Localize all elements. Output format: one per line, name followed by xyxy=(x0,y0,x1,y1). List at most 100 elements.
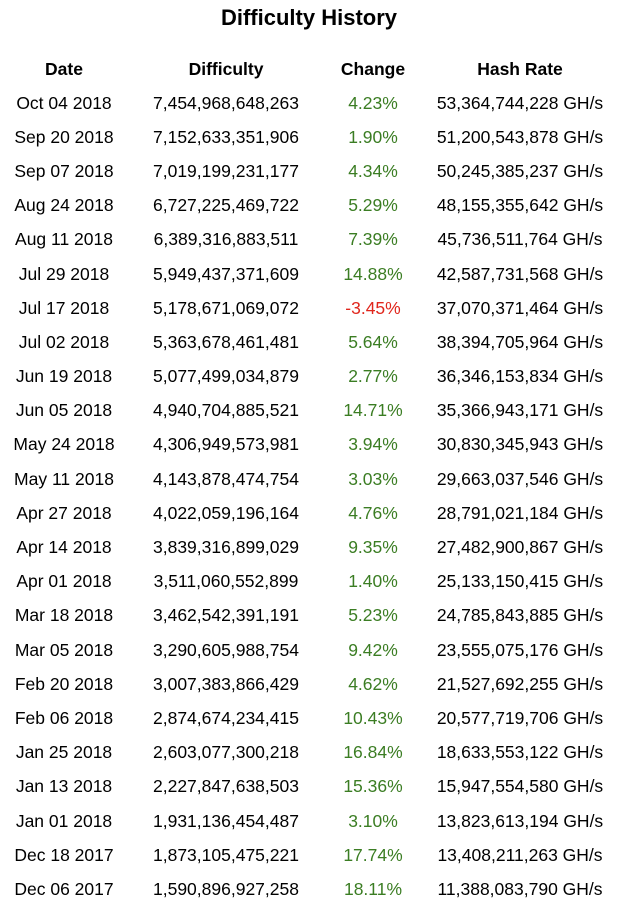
table-row: May 11 2018 4,143,878,474,754 3.03% 29,663,… xyxy=(0,462,618,496)
date-cell: May 11 2018 xyxy=(14,468,114,489)
table-row: Jan 13 2018 2,227,847,638,503 15.36% 15,947… xyxy=(0,770,618,804)
column-header-change: Change xyxy=(340,58,406,79)
difficulty-cell: 1,931,136,454,487 xyxy=(153,810,299,831)
table-row: Oct 04 2018 7,454,968,648,263 4.23% 53,364,… xyxy=(0,86,618,120)
date-cell: Jan 13 2018 xyxy=(15,776,113,797)
change-cell: 18.11% xyxy=(343,878,403,899)
change-cell: 16.84% xyxy=(343,742,403,763)
table-row: Aug 24 2018 6,727,225,469,722 5.29% 48,155,… xyxy=(0,189,618,223)
difficulty-cell: 4,940,704,885,521 xyxy=(153,400,299,421)
table-row: Dec 18 2017 1,873,105,475,221 17.74% 13,408… xyxy=(0,838,618,872)
change-cell: 9.42% xyxy=(348,639,398,660)
hash-rate-cell: 24,785,843,885 GH/s xyxy=(436,605,604,626)
difficulty-cell: 7,019,199,231,177 xyxy=(153,160,299,181)
date-cell: Aug 24 2018 xyxy=(14,195,114,216)
date-cell: Jul 29 2018 xyxy=(18,263,110,284)
hash-rate-cell: 42,587,731,568 GH/s xyxy=(436,263,604,284)
table-row: Jul 17 2018 5,178,671,069,072 -3.45% 37,070… xyxy=(0,291,618,325)
date-cell: Jun 05 2018 xyxy=(15,400,113,421)
column-header-hash-rate: Hash Rate xyxy=(477,58,563,79)
change-cell: 4.76% xyxy=(348,502,398,523)
change-cell: 5.23% xyxy=(348,605,398,626)
table-row: Feb 06 2018 2,874,674,234,415 10.43% 20,577… xyxy=(0,701,618,735)
table-row: Jul 29 2018 5,949,437,371,609 14.88% 42,587… xyxy=(0,257,618,291)
difficulty-cell: 2,603,077,300,218 xyxy=(153,742,299,763)
change-cell: 3.94% xyxy=(348,434,398,455)
table-row: Aug 11 2018 6,389,316,883,511 7.39% 45,736,… xyxy=(0,223,618,257)
change-cell: 4.34% xyxy=(348,160,398,181)
table-row: Jul 02 2018 5,363,678,461,481 5.64% 38,394,… xyxy=(0,325,618,359)
date-cell: Apr 01 2018 xyxy=(16,571,112,592)
date-cell: Dec 18 2017 xyxy=(14,844,114,865)
difficulty-cell: 3,462,542,391,191 xyxy=(153,605,299,626)
change-cell: -3.45% xyxy=(345,297,401,318)
hash-rate-cell: 30,830,345,943 GH/s xyxy=(436,434,604,455)
difficulty-cell: 3,511,060,552,899 xyxy=(153,571,299,592)
hash-rate-cell: 35,366,943,171 GH/s xyxy=(436,400,604,421)
table-row: Sep 07 2018 7,019,199,231,177 4.34% 50,245,… xyxy=(0,154,618,188)
hash-rate-cell: 11,388,083,790 GH/s xyxy=(437,878,603,899)
hash-rate-cell: 50,245,385,237 GH/s xyxy=(436,160,604,181)
change-cell: 5.64% xyxy=(348,331,398,352)
change-cell: 14.71% xyxy=(343,400,403,421)
difficulty-cell: 4,022,059,196,164 xyxy=(153,502,299,523)
date-cell: Jul 17 2018 xyxy=(18,297,110,318)
date-cell: Feb 20 2018 xyxy=(14,673,114,694)
hash-rate-cell: 45,736,511,764 GH/s xyxy=(437,229,603,250)
date-cell: May 24 2018 xyxy=(13,434,115,455)
change-cell: 3.10% xyxy=(348,810,398,831)
change-cell: 1.40% xyxy=(348,571,398,592)
table-row: Sep 20 2018 7,152,633,351,906 1.90% 51,200,… xyxy=(0,120,618,154)
difficulty-cell: 6,727,225,469,722 xyxy=(153,195,299,216)
hash-rate-cell: 27,482,900,867 GH/s xyxy=(436,537,604,558)
date-cell: Feb 06 2018 xyxy=(14,707,114,728)
date-cell: Sep 20 2018 xyxy=(14,126,114,147)
hash-rate-cell: 53,364,744,228 GH/s xyxy=(436,92,604,113)
hash-rate-cell: 37,070,371,464 GH/s xyxy=(436,297,604,318)
change-cell: 9.35% xyxy=(348,537,398,558)
table-row: Jan 25 2018 2,603,077,300,218 16.84% 18,633… xyxy=(0,736,618,770)
change-cell: 7.39% xyxy=(348,229,398,250)
difficulty-cell: 2,227,847,638,503 xyxy=(153,776,299,797)
change-cell: 14.88% xyxy=(343,263,403,284)
change-cell: 10.43% xyxy=(343,707,403,728)
hash-rate-cell: 21,527,692,255 GH/s xyxy=(436,673,604,694)
difficulty-cell: 1,590,896,927,258 xyxy=(153,878,299,899)
table-row: May 24 2018 4,306,949,573,981 3.94% 30,830,… xyxy=(0,428,618,462)
difficulty-cell: 5,363,678,461,481 xyxy=(153,331,299,352)
hash-rate-cell: 36,346,153,834 GH/s xyxy=(436,366,604,387)
table-row: Apr 27 2018 4,022,059,196,164 4.76% 28,791,… xyxy=(0,496,618,530)
difficulty-cell: 4,306,949,573,981 xyxy=(153,434,299,455)
date-cell: Sep 07 2018 xyxy=(14,160,114,181)
hash-rate-cell: 48,155,355,642 GH/s xyxy=(436,195,604,216)
date-cell: Aug 11 2018 xyxy=(15,229,113,250)
difficulty-cell: 6,389,316,883,511 xyxy=(153,229,299,250)
hash-rate-cell: 23,555,075,176 GH/s xyxy=(436,639,604,660)
difficulty-cell: 3,290,605,988,754 xyxy=(153,639,299,660)
table-row: Apr 14 2018 3,839,316,899,029 9.35% 27,482,… xyxy=(0,530,618,564)
difficulty-cell: 3,839,316,899,029 xyxy=(153,537,299,558)
table-body: Oct 04 2018 7,454,968,648,263 4.23% 53,364,… xyxy=(0,86,618,907)
hash-rate-cell: 29,663,037,546 GH/s xyxy=(436,468,604,489)
hash-rate-cell: 13,408,211,263 GH/s xyxy=(437,844,603,865)
date-cell: Jan 25 2018 xyxy=(15,742,113,763)
hash-rate-cell: 13,823,613,194 GH/s xyxy=(436,810,604,831)
change-cell: 15.36% xyxy=(343,776,403,797)
difficulty-cell: 5,178,671,069,072 xyxy=(153,297,299,318)
difficulty-cell: 3,007,383,866,429 xyxy=(153,673,299,694)
change-cell: 5.29% xyxy=(348,195,398,216)
change-cell: 17.74% xyxy=(343,844,403,865)
hash-rate-cell: 20,577,719,706 GH/s xyxy=(436,707,604,728)
date-cell: Apr 14 2018 xyxy=(16,537,112,558)
hash-rate-cell: 51,200,543,878 GH/s xyxy=(436,126,604,147)
table-row: Jun 19 2018 5,077,499,034,879 2.77% 36,346,… xyxy=(0,360,618,394)
date-cell: Jan 01 2018 xyxy=(15,810,113,831)
table-row: Jan 01 2018 1,931,136,454,487 3.10% 13,823,… xyxy=(0,804,618,838)
column-header-date: Date xyxy=(45,58,83,79)
difficulty-cell: 7,454,968,648,263 xyxy=(153,92,299,113)
date-cell: Apr 27 2018 xyxy=(16,502,112,523)
table-row: Apr 01 2018 3,511,060,552,899 1.40% 25,133,… xyxy=(0,565,618,599)
hash-rate-cell: 28,791,021,184 GH/s xyxy=(436,502,604,523)
change-cell: 2.77% xyxy=(348,366,398,387)
hash-rate-cell: 18,633,553,122 GH/s xyxy=(436,742,604,763)
